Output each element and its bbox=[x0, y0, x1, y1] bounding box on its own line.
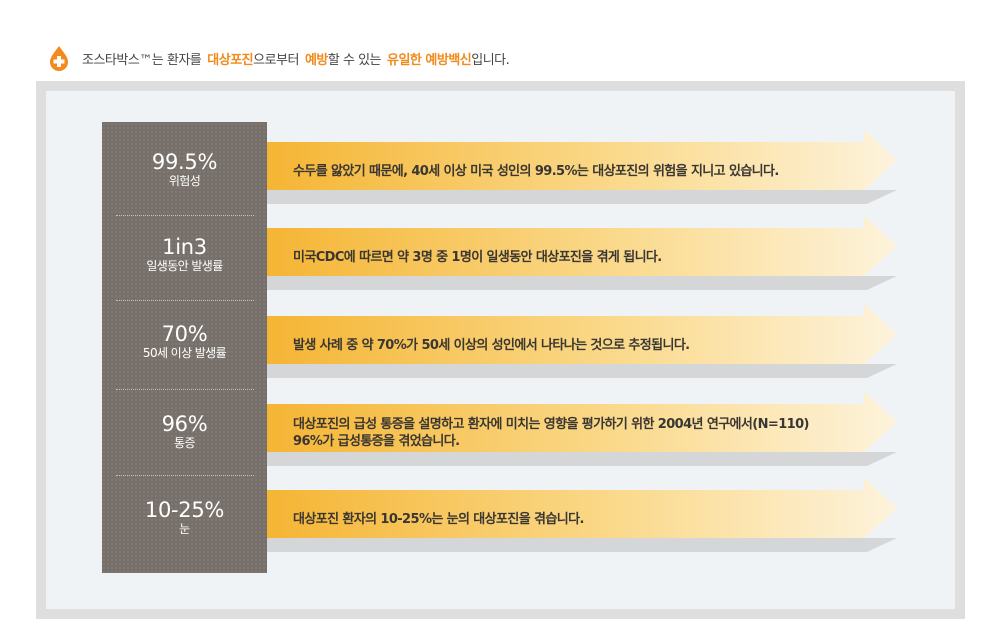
arrow-shape bbox=[267, 304, 897, 378]
stat-description: 대상포진의 급성 통증을 설명하고 환자에 미치는 영향을 평가하기 위한 20… bbox=[293, 417, 809, 449]
stat-item: 99.5% 위험성 bbox=[102, 150, 267, 189]
stat-description: 미국CDC에 따르면 약 3명 중 1명이 일생동안 대상포진을 겪게 됩니다. bbox=[293, 249, 662, 265]
stat-description-arrow: 대상포진의 급성 통증을 설명하고 환자에 미치는 영향을 평가하기 위한 20… bbox=[267, 392, 897, 466]
arrow-shape bbox=[267, 130, 897, 204]
headline: 조스타박스™는 환자를 대상포진 으로부터 예방 할 수 있는 유일한 예방백신… bbox=[48, 45, 510, 71]
stat-item: 96% 통증 bbox=[102, 412, 267, 451]
stat-description: 대상포진 환자의 10-25%는 눈의 대상포진을 겪습니다. bbox=[293, 511, 584, 527]
stat-label: 통증 bbox=[174, 436, 195, 450]
stat-value: 10-25% bbox=[144, 498, 225, 522]
stat-item: 1in3 일생동안 발생률 bbox=[102, 235, 267, 274]
stats-panel: 99.5% 위험성 1in3 일생동안 발생률 70% 50세 이상 발생률 9… bbox=[102, 122, 267, 573]
stat-description-arrow: 대상포진 환자의 10-25%는 눈의 대상포진을 겪습니다. bbox=[267, 478, 897, 552]
headline-highlight-vaccine: 유일한 예방백신 bbox=[387, 52, 472, 68]
stat-divider bbox=[116, 475, 254, 476]
stat-value: 1in3 bbox=[162, 235, 207, 259]
stat-value: 70% bbox=[161, 322, 208, 346]
stat-description-arrow: 발생 사례 중 약 70%가 50세 이상의 성인에서 나타나는 것으로 추정됩… bbox=[267, 304, 897, 378]
headline-text-2: 으로부터 bbox=[253, 52, 299, 68]
arrow-shape bbox=[267, 216, 897, 290]
stat-description: 발생 사례 중 약 70%가 50세 이상의 성인에서 나타나는 것으로 추정됩… bbox=[293, 337, 690, 353]
stat-label: 50세 이상 발생률 bbox=[142, 346, 227, 360]
stat-divider bbox=[116, 300, 254, 301]
stat-label: 일생동안 발생률 bbox=[146, 259, 223, 273]
stat-label: 눈 bbox=[179, 522, 190, 536]
headline-text-4: 입니다. bbox=[471, 52, 510, 68]
stat-label: 위험성 bbox=[168, 174, 201, 188]
stat-divider bbox=[116, 389, 254, 390]
arrow-shape bbox=[267, 478, 897, 552]
stat-item: 10-25% 눈 bbox=[102, 498, 267, 537]
stat-item: 70% 50세 이상 발생률 bbox=[102, 322, 267, 361]
stat-description-arrow: 수두를 앓았기 때문에, 40세 이상 미국 성인의 99.5%는 대상포진의 … bbox=[267, 130, 897, 204]
stat-value: 99.5% bbox=[151, 150, 218, 174]
arrow-shape bbox=[267, 392, 897, 466]
headline-text-3: 할 수 있는 bbox=[327, 52, 382, 68]
stat-description-arrow: 미국CDC에 따르면 약 3명 중 1명이 일생동안 대상포진을 겪게 됩니다. bbox=[267, 216, 897, 290]
headline-highlight-prevention: 예방 bbox=[304, 52, 328, 68]
stat-divider bbox=[116, 215, 254, 216]
plus-drop-icon bbox=[50, 46, 68, 71]
stat-description: 수두를 앓았기 때문에, 40세 이상 미국 성인의 99.5%는 대상포진의 … bbox=[293, 163, 779, 179]
stat-value: 96% bbox=[161, 412, 208, 436]
headline-highlight-shingles: 대상포진 bbox=[207, 52, 254, 68]
headline-text-1: 조스타박스™는 환자를 bbox=[82, 52, 202, 68]
